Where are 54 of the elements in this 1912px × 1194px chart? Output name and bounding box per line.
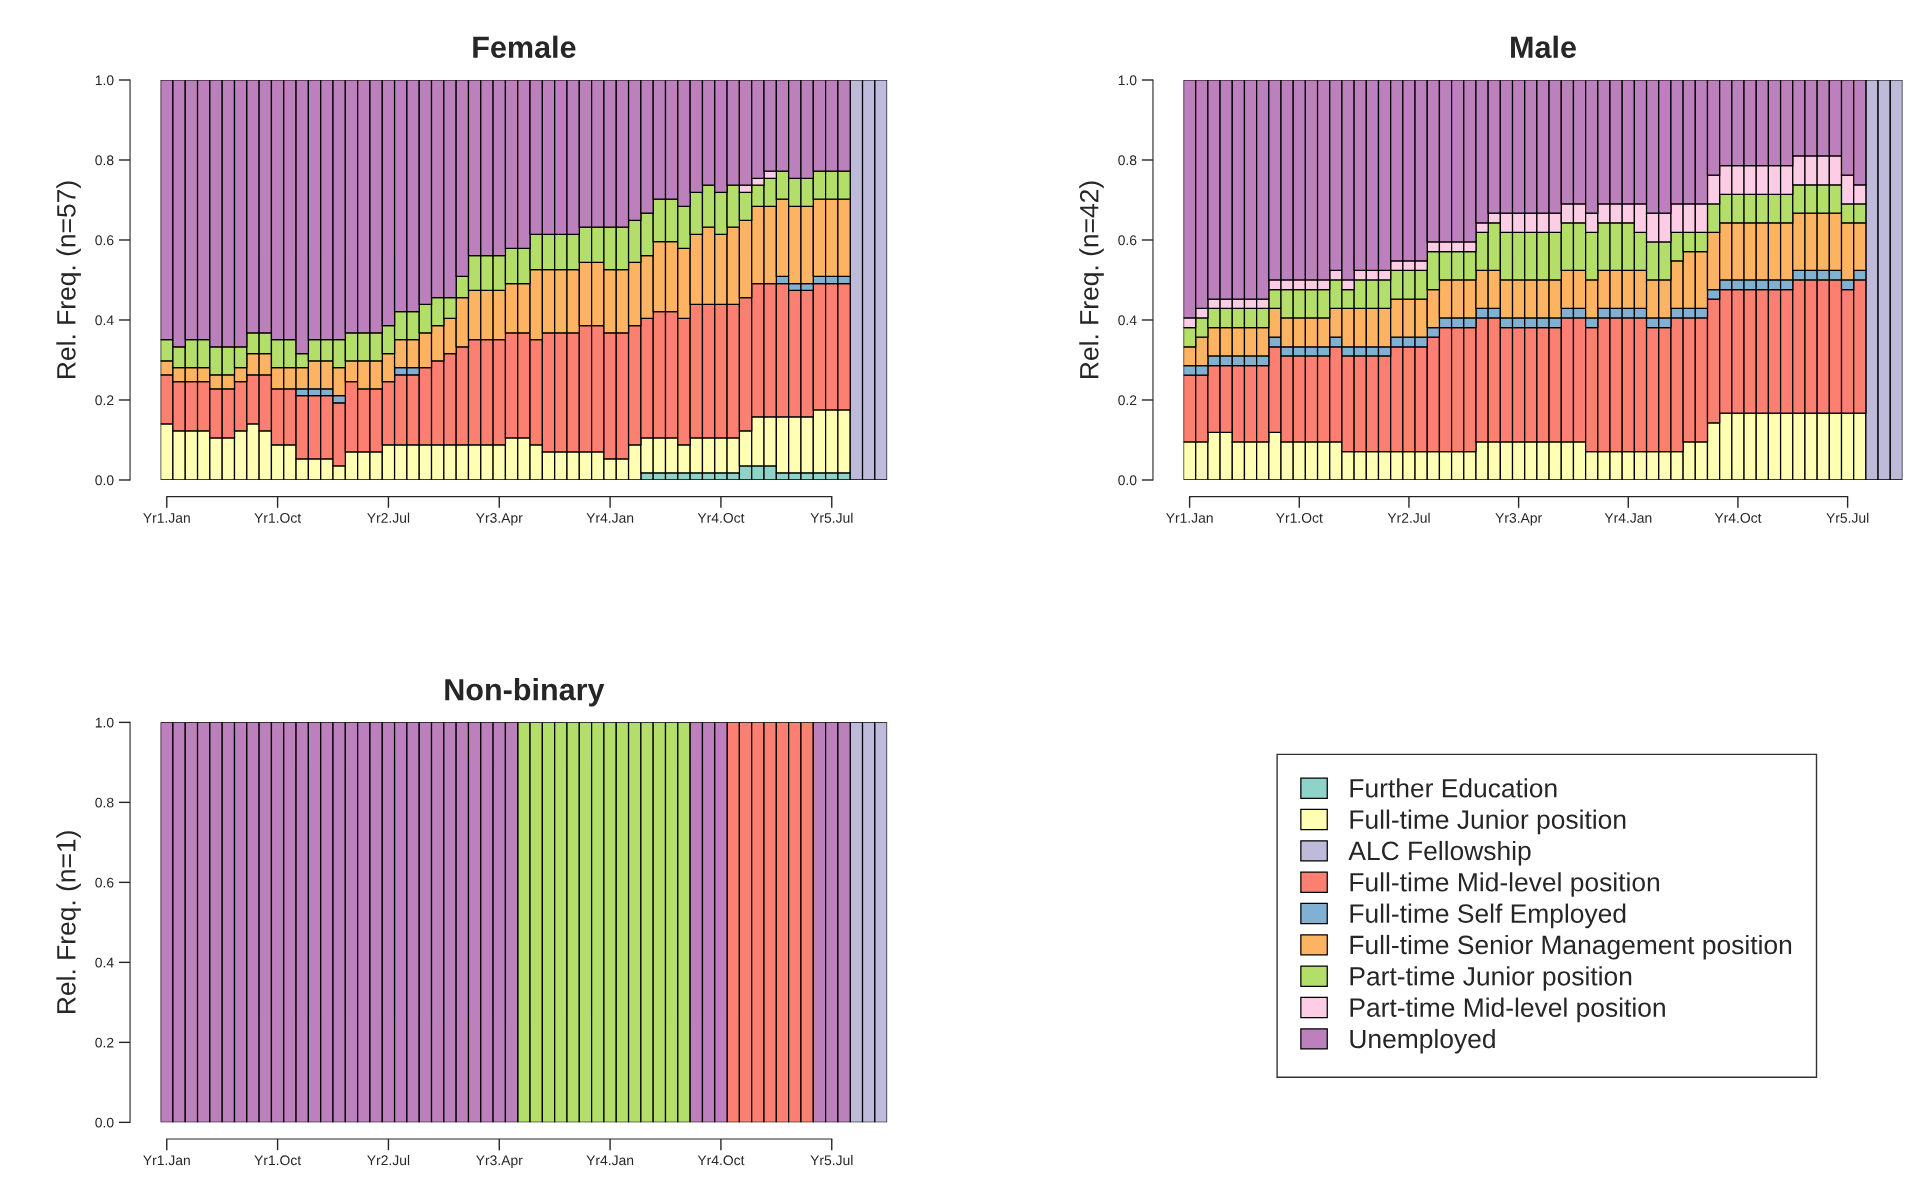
y-tick-label: 0.2 (95, 1037, 114, 1048)
x-tick-label: Yr1.Jan (143, 513, 190, 523)
y-tick-label: 0.6 (95, 235, 114, 246)
y-axis-title: Rel. Freq. (n=57) (56, 181, 81, 378)
x-tick-label: Yr4.Oct (1714, 512, 1762, 523)
legend-label: Part-time Mid-level position (1350, 997, 1665, 1023)
y-tick-label: 1.0 (1118, 75, 1137, 86)
x-tick-label: Yr2.Jul (367, 1155, 410, 1166)
y-axis-title: Rel. Freq. (n=1) (56, 831, 81, 1013)
y-tick-label: 0.4 (1118, 315, 1137, 326)
x-tick-label: Yr5.Jul (1826, 512, 1869, 523)
chart-title: Female (473, 35, 576, 59)
x-tick-label: Yr4.Jan (586, 513, 634, 523)
x-tick-label: Yr2.Jul (367, 512, 410, 523)
x-tick-label: Yr5.Jul (810, 1155, 853, 1166)
x-tick-label: Yr4.Oct (697, 512, 745, 523)
y-tick-label: 0.0 (95, 1117, 114, 1128)
legend-label: Full-time Mid-level position (1350, 872, 1660, 897)
x-tick-label: Yr1.Oct (254, 512, 302, 523)
x-tick-label: Yr4.Jan (1604, 513, 1652, 523)
y-tick-label: 0.6 (95, 877, 114, 888)
y-tick-label: 0.2 (95, 395, 114, 406)
x-tick-label: Yr3.Apr (476, 1155, 523, 1168)
x-tick-label: Yr4.Oct (697, 1155, 745, 1166)
legend-label: ALC Fellowship (1348, 840, 1531, 866)
y-tick-label: 1.0 (95, 717, 114, 728)
y-axis-title: Rel. Freq. (n=42) (1079, 181, 1104, 378)
legend-label: Full-time Senior Management position (1350, 934, 1792, 960)
y-tick-label: 0.6 (1118, 235, 1137, 246)
x-tick-label: Yr1.Jan (143, 1155, 190, 1166)
y-tick-label: 0.4 (95, 957, 114, 968)
x-tick-label: Yr3.Apr (476, 512, 523, 526)
legend-label: Part-time Junior position (1350, 966, 1632, 991)
x-tick-label: Yr4.Jan (586, 1155, 634, 1166)
y-tick-label: 0.8 (95, 155, 114, 166)
legend-label: Full-time Self Employed (1350, 903, 1626, 929)
legend-label: Unemployed (1350, 1028, 1495, 1054)
y-tick-label: 1.0 (95, 75, 114, 86)
y-tick-label: 0.8 (95, 797, 114, 808)
y-tick-label: 0.0 (95, 475, 114, 486)
y-tick-label: 0.4 (95, 315, 114, 326)
x-tick-label: Yr3.Apr (1495, 512, 1542, 526)
y-tick-label: 0.0 (1118, 475, 1137, 486)
x-tick-label: Yr1.Jan (1166, 513, 1213, 523)
y-tick-label: 0.2 (1118, 395, 1137, 406)
chart-title: Non-binary (445, 678, 605, 707)
legend-label: Further Education (1350, 778, 1557, 798)
x-tick-label: Yr5.Jul (810, 512, 853, 523)
x-tick-label: Yr1.Oct (1276, 512, 1323, 523)
y-tick-label: 0.8 (1118, 155, 1137, 166)
legend-label: Full-time Junior position (1350, 809, 1626, 835)
chart-title: Male (1511, 35, 1576, 59)
x-tick-label: Yr2.Jul (1387, 512, 1430, 523)
x-tick-label: Yr1.Oct (254, 1155, 302, 1166)
